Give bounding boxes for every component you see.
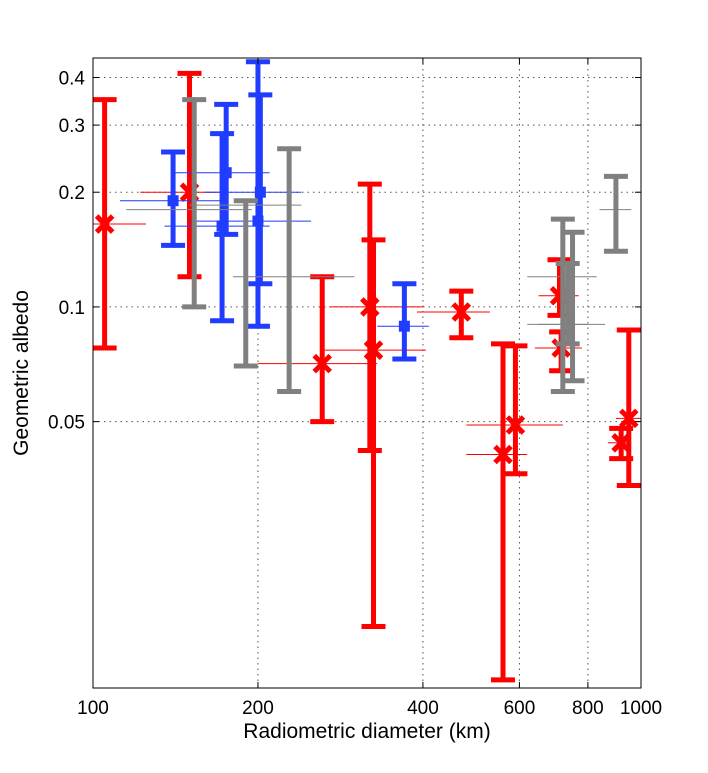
data-point-x-marker xyxy=(94,214,115,234)
data-point-square-marker xyxy=(220,167,232,179)
data-point-x-marker xyxy=(312,353,332,374)
x-tick-label: 800 xyxy=(572,698,604,719)
data-point-square-marker xyxy=(216,220,228,232)
y-tick-label: 0.1 xyxy=(59,298,85,319)
data-point-square-marker xyxy=(252,215,264,227)
data-point-x-marker xyxy=(619,408,639,429)
x-tick-label: 600 xyxy=(504,698,536,719)
x-tick-label: 200 xyxy=(242,698,274,719)
x-tick-label: 1000 xyxy=(620,698,662,719)
y-tick-label: 0.4 xyxy=(59,68,86,89)
data-point-x-marker xyxy=(505,415,526,435)
x-axis-title: Radiometric diameter (km) xyxy=(243,720,490,743)
y-tick-label: 0.2 xyxy=(59,183,85,204)
data-point-x-marker xyxy=(363,340,384,360)
data-point-square-marker xyxy=(167,195,179,207)
data-series xyxy=(92,59,641,683)
axis-ticks: 100 200 400 600 800 1000 0.05 0.1 0.2 0.3 0.4 xyxy=(48,58,662,719)
y-axis-title: Geometric albedo xyxy=(10,290,33,456)
data-point-square-marker xyxy=(398,320,410,332)
data-point-x-marker xyxy=(493,444,513,465)
series-red xyxy=(92,70,641,683)
series-blue xyxy=(119,59,429,362)
plot-frame xyxy=(92,57,642,689)
y-tick-label: 0.3 xyxy=(59,116,85,137)
y-tick-label: 0.05 xyxy=(48,413,85,434)
data-point-x-marker xyxy=(451,302,472,322)
series-gray xyxy=(126,97,632,394)
x-tick-label: 100 xyxy=(77,698,109,719)
x-tick-label: 400 xyxy=(407,698,439,719)
